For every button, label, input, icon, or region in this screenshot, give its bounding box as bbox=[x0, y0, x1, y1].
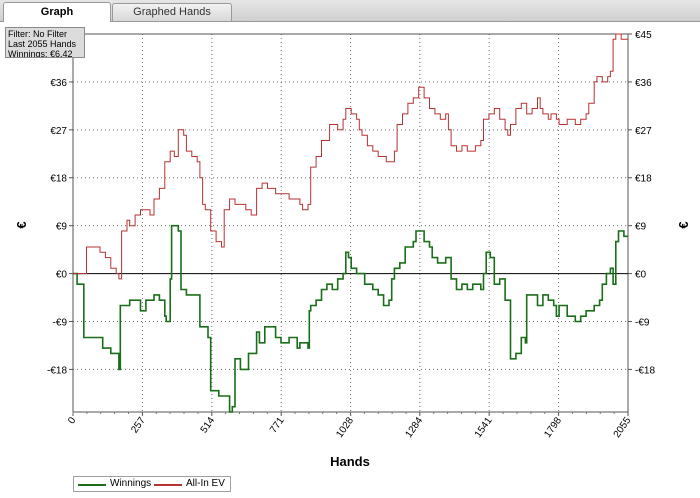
y-tick-label-left: €27 bbox=[50, 126, 67, 137]
y-tick-label-right: €9 bbox=[635, 222, 647, 233]
x-tick-label: 1798 bbox=[542, 415, 564, 440]
series-layer bbox=[73, 33, 628, 413]
y-tick-label-right: €36 bbox=[635, 78, 652, 89]
tab-bar: Graph Graphed Hands bbox=[0, 0, 700, 22]
grid bbox=[73, 33, 628, 412]
legend-label-winnings: Winnings bbox=[110, 478, 152, 489]
filter-text: Filter: No Filter bbox=[8, 29, 68, 39]
series-line-all-in-ev bbox=[73, 33, 628, 280]
y-axis-label-right: € bbox=[676, 221, 691, 228]
y-tick-label-left: -€18 bbox=[47, 365, 67, 376]
y-tick-label-left: €0 bbox=[56, 270, 68, 281]
y-tick-label-right: €27 bbox=[635, 126, 652, 137]
y-tick-label-right: €45 bbox=[635, 30, 652, 41]
tab-graphed-hands[interactable]: Graphed Hands bbox=[112, 3, 232, 21]
hands-count-text: Last 2055 Hands bbox=[8, 39, 77, 49]
y-tick-label-left: €36 bbox=[50, 78, 67, 89]
filter-summary-box: Filter: No Filter Last 2055 Hands Winnin… bbox=[5, 27, 85, 58]
winnings-text: Winnings: €6.42 bbox=[8, 49, 73, 58]
y-tick-label-right: €0 bbox=[635, 270, 647, 281]
x-tick-label: 0 bbox=[66, 415, 78, 426]
legend-item-all-in-ev: All-In EV bbox=[152, 477, 232, 491]
y-tick-label-right: -€9 bbox=[635, 317, 650, 328]
x-tick-label: 1028 bbox=[334, 415, 356, 440]
x-tick-label: 257 bbox=[129, 415, 148, 435]
x-tick-label: 771 bbox=[268, 415, 287, 435]
series-line-winnings bbox=[73, 224, 628, 413]
y-tick-label-right: €18 bbox=[635, 174, 652, 185]
y-axis-label-left: € bbox=[14, 221, 29, 228]
y-tick-label-left: €18 bbox=[50, 174, 67, 185]
x-tick-label: 514 bbox=[199, 415, 218, 435]
legend-item-winnings: Winnings bbox=[74, 477, 152, 491]
chart-legend: Winnings All-In EV bbox=[73, 476, 231, 492]
y-tick-label-right: -€18 bbox=[635, 365, 655, 376]
legend-label-all-in-ev: All-In EV bbox=[186, 478, 225, 489]
axes bbox=[69, 33, 632, 416]
legend-swatch-all-in-ev bbox=[154, 484, 182, 486]
x-tick-label: 1541 bbox=[473, 415, 495, 440]
tick-labels: 0 257 514 771 1028 1284 1541 1798 2055 -€18 -€18 -€… bbox=[47, 30, 655, 440]
x-tick-label: 2055 bbox=[612, 415, 634, 440]
x-axis-label: Hands bbox=[330, 454, 370, 469]
y-tick-label-left: -€9 bbox=[53, 317, 68, 328]
x-tick-label: 1284 bbox=[403, 415, 425, 440]
tab-graph[interactable]: Graph bbox=[3, 2, 111, 22]
y-tick-label-left: €9 bbox=[56, 222, 68, 233]
legend-swatch-winnings bbox=[78, 484, 106, 486]
